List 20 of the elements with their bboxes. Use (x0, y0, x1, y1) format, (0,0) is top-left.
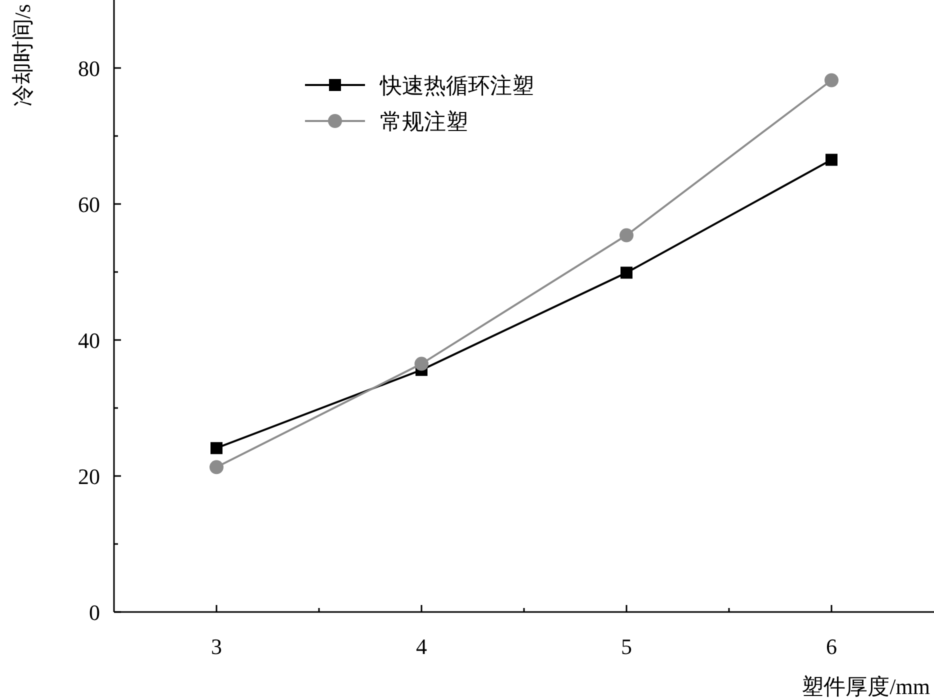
y-axis-title: 冷却时间/s (10, 4, 35, 107)
x-axis-title: 塑件厚度/mm (802, 674, 930, 699)
legend-label: 常规注塑 (380, 109, 468, 134)
point (210, 460, 224, 474)
point (210, 442, 222, 454)
point (620, 266, 632, 279)
y-tick-label: 0 (89, 600, 100, 625)
point (826, 154, 838, 166)
legend-label: 快速热循环注塑 (379, 73, 534, 98)
x-tick-label: 5 (621, 634, 632, 659)
point (824, 73, 838, 88)
point (414, 356, 428, 371)
y-tick-label: 20 (78, 464, 100, 489)
y-tick-label: 60 (78, 192, 100, 217)
x-tick-label: 3 (211, 634, 222, 659)
y-tick-label: 80 (78, 56, 100, 81)
x-tick-label: 6 (826, 634, 837, 659)
y-tick-label: 40 (78, 328, 100, 353)
point (620, 228, 634, 242)
x-tick-label: 4 (416, 634, 427, 659)
